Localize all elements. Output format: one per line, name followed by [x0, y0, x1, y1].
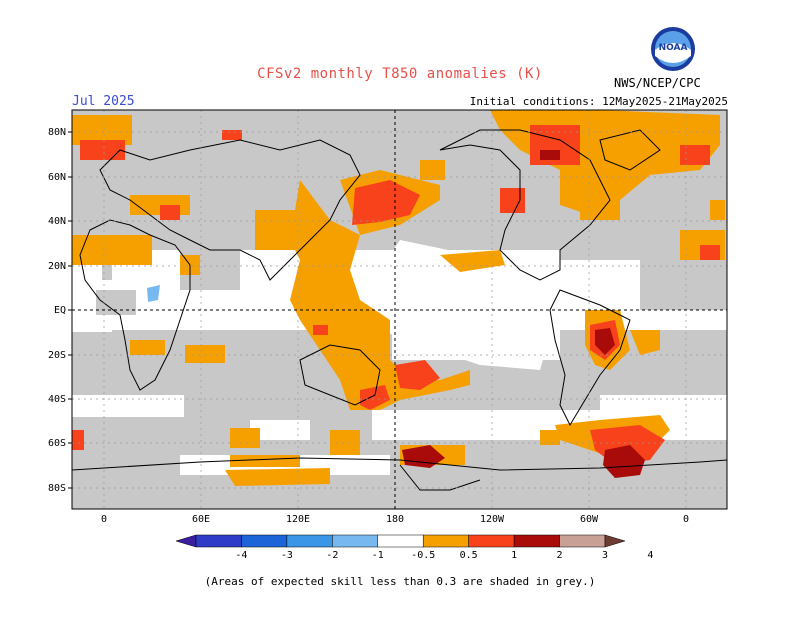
colorbar-label: 1 — [511, 550, 517, 561]
lat-label: 20S — [48, 350, 66, 361]
colorbar-swatch — [332, 534, 379, 548]
coastlines — [72, 129, 727, 491]
lat-label: 80N — [48, 127, 66, 138]
colorbar-swatch — [422, 534, 469, 548]
map-title: CFSv2 monthly T850 anomalies (K) — [257, 66, 543, 82]
noaa-logo: NOAA — [650, 26, 696, 72]
forecast-month: Jul 2025 — [72, 94, 135, 109]
anomaly-2-to-3 — [402, 150, 645, 478]
colorbar-swatch — [559, 534, 606, 548]
colorbar-arrow-low — [175, 534, 197, 548]
colorbar-label: -0.5 — [411, 550, 435, 561]
colorbar-label: 2 — [557, 550, 563, 561]
lon-label: 180 — [386, 514, 404, 525]
colorbar-label: -1 — [372, 550, 384, 561]
lat-label: 40N — [48, 216, 66, 227]
colorbar-label: 0.5 — [460, 550, 478, 561]
colorbar-label: -3 — [281, 550, 293, 561]
colorbar: -4 -3 -2 -1 -0.5 0.5 1 2 3 4 — [175, 534, 653, 561]
lat-label: EQ — [54, 305, 66, 316]
lon-label: 0 — [683, 514, 689, 525]
colorbar-swatch — [241, 534, 288, 548]
colorbar-swatch — [195, 534, 242, 548]
colorbar-swatch — [377, 534, 424, 548]
lon-label: 60E — [192, 514, 210, 525]
colorbar-swatch — [468, 534, 515, 548]
colorbar-label: -4 — [235, 550, 247, 561]
logo-text: NOAA — [659, 43, 688, 53]
lat-label: 60S — [48, 438, 66, 449]
lon-label: 120W — [480, 514, 505, 525]
lat-label: 80S — [48, 483, 66, 494]
lon-label: 60W — [580, 514, 599, 525]
colorbar-label: -2 — [326, 550, 338, 561]
equator-dateline — [72, 110, 727, 509]
org-label: NWS/NCEP/CPC — [614, 76, 701, 90]
lon-label: 120E — [286, 514, 310, 525]
lat-label: 20N — [48, 261, 66, 272]
lon-label: 0 — [101, 514, 107, 525]
lat-label: 60N — [48, 172, 66, 183]
colorbar-label: 4 — [647, 550, 653, 561]
initial-conditions: Initial conditions: 12May2025-21May2025 — [469, 95, 728, 108]
lat-label: 40S — [48, 394, 66, 405]
footnote: (Areas of expected skill less than 0.3 a… — [204, 575, 596, 588]
grid-lines — [72, 110, 727, 509]
colorbar-arrow-high — [604, 534, 626, 548]
colorbar-swatch — [513, 534, 560, 548]
colorbar-label: 3 — [602, 550, 608, 561]
colorbar-swatch — [286, 534, 333, 548]
anomaly-negative — [147, 285, 160, 302]
